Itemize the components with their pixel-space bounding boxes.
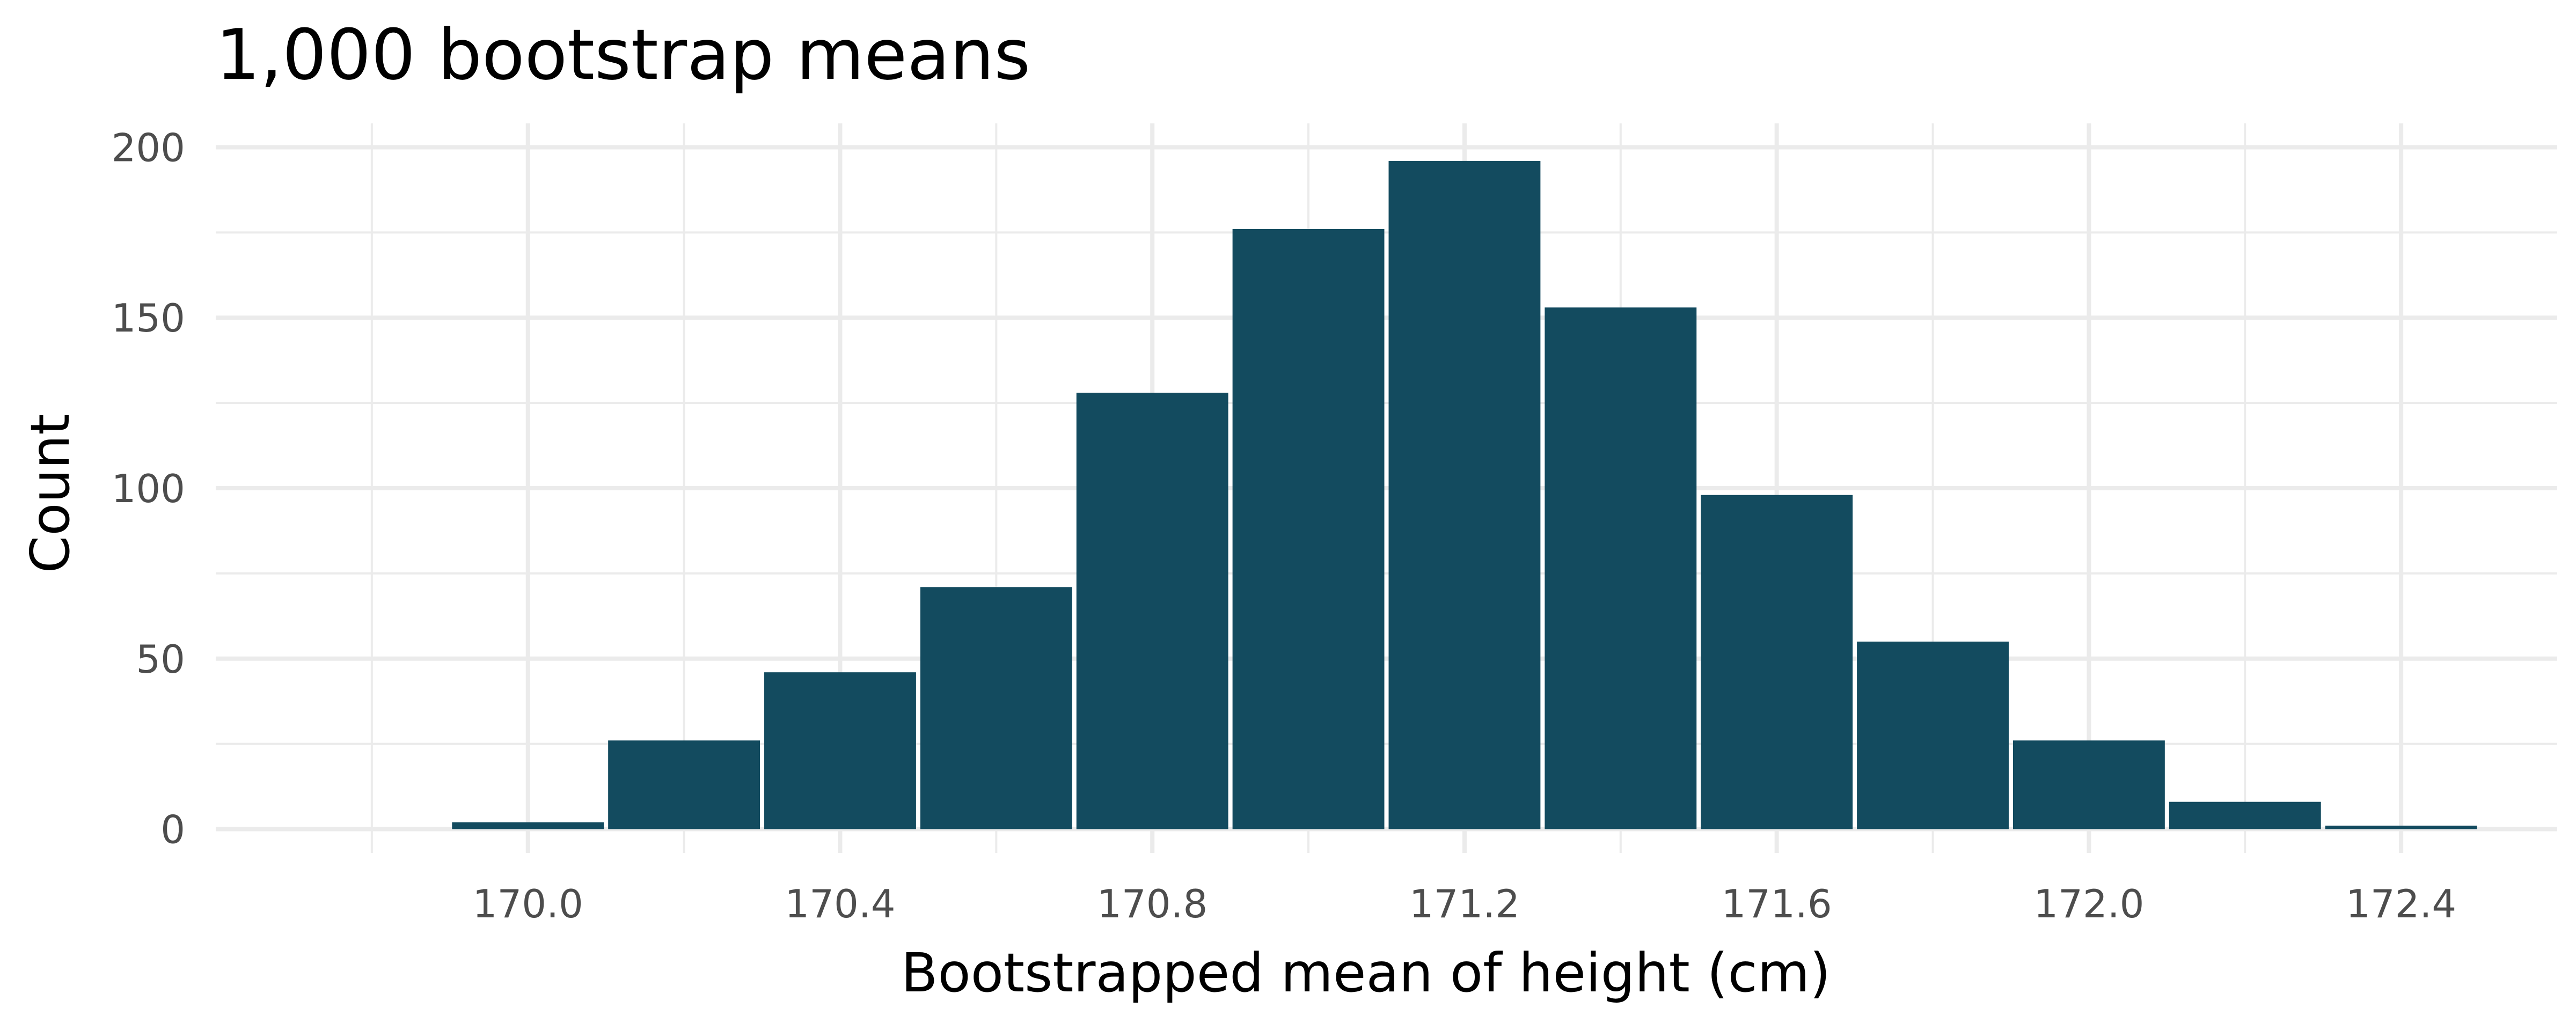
y-tick-label: 0	[160, 807, 185, 852]
histogram-bar	[1857, 641, 2009, 829]
x-tick-label: 171.2	[1409, 881, 1520, 926]
x-tick-label: 170.4	[785, 881, 895, 926]
histogram-bar	[2169, 801, 2321, 829]
y-axis-tick-labels: 0 50 100 150 200	[112, 125, 185, 852]
histogram-bar	[2325, 826, 2477, 829]
histogram-bars	[452, 160, 2477, 829]
y-tick-label: 150	[112, 296, 185, 341]
x-tick-label: 172.0	[2033, 881, 2144, 926]
x-tick-label: 171.6	[1722, 881, 1832, 926]
y-tick-label: 100	[112, 466, 185, 511]
histogram-bar	[1388, 160, 1541, 829]
histogram-bar	[1076, 393, 1228, 829]
histogram-bar	[764, 672, 916, 829]
histogram-bar	[2012, 740, 2165, 829]
histogram-bar	[1545, 307, 1697, 829]
x-tick-label: 170.0	[473, 881, 583, 926]
x-tick-label: 172.4	[2346, 881, 2456, 926]
x-axis-title: Bootstrapped mean of height (cm)	[901, 941, 1831, 1004]
y-tick-label: 200	[112, 125, 185, 170]
histogram-bar	[452, 822, 604, 829]
chart-title: 1,000 bootstrap means	[216, 14, 1031, 95]
histogram-bar	[608, 740, 760, 829]
y-axis-title: Count	[19, 414, 82, 573]
x-tick-label: 170.8	[1097, 881, 1208, 926]
y-tick-label: 50	[136, 637, 185, 682]
x-axis-tick-labels: 170.0 170.4 170.8 171.2 171.6 172.0 172.4	[473, 881, 2457, 926]
histogram-bar	[920, 587, 1072, 829]
histogram-bar	[1701, 495, 1853, 829]
histogram-bar	[1232, 229, 1385, 829]
